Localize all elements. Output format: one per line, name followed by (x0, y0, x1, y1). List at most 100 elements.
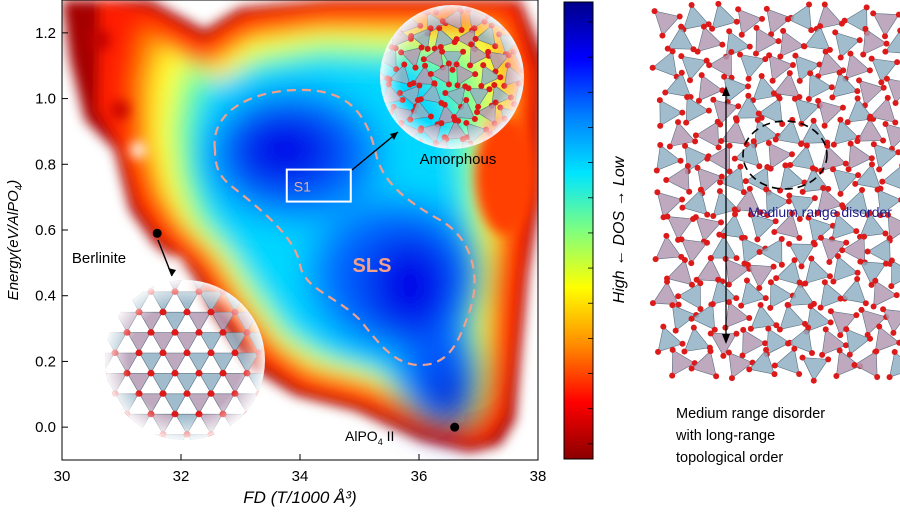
oxygen-atom (773, 322, 780, 329)
oxygen-atom (888, 283, 895, 290)
tetrahedron (652, 50, 678, 78)
tetrahedron (735, 95, 763, 119)
tetrahedron (656, 191, 683, 218)
oxygen-atom (830, 141, 837, 148)
tetrahedron (710, 279, 737, 306)
tetrahedron (696, 257, 723, 282)
tetrahedron (725, 301, 750, 329)
oxygen-atom (717, 219, 724, 226)
oxygen-atom (882, 260, 889, 267)
tetrahedron (745, 166, 770, 194)
tetrahedron (891, 259, 900, 287)
x-axis: 30 32 34 36 38 (54, 454, 547, 485)
oxygen-atom (704, 211, 711, 218)
oxygen-atom (663, 177, 670, 184)
oxygen-atom (738, 302, 745, 309)
oxygen-atom (679, 204, 686, 211)
oxygen-atom (747, 325, 754, 332)
oxygen-atom (853, 312, 860, 319)
oxygen-atom (707, 255, 714, 262)
oxygen-atom (811, 195, 818, 202)
sls-outline (213, 88, 476, 367)
oxygen-atom (719, 41, 726, 48)
tetrahedron (652, 281, 680, 306)
tetrahedron (854, 163, 881, 189)
oxygen-atom (870, 10, 877, 17)
tetrahedron (885, 123, 900, 150)
oxygen-atom (694, 164, 701, 171)
oxygen-atom (814, 210, 821, 217)
oxygen-atom (796, 235, 803, 242)
oxygen-atom (649, 64, 656, 71)
oxygen-atom (728, 49, 735, 56)
oxygen-atom (692, 138, 699, 145)
oxygen-atom (770, 90, 777, 97)
tetrahedron (832, 168, 859, 195)
oxygen-atom (745, 92, 752, 99)
y-tick-label: 1.0 (35, 91, 56, 108)
right-structure-image (649, 0, 900, 384)
oxygen-atom (676, 13, 683, 20)
point-alpo4-ii (450, 422, 460, 432)
oxygen-atom (820, 184, 827, 191)
tetrahedron (779, 30, 805, 57)
tetrahedron (739, 54, 766, 80)
oxygen-atom (720, 352, 727, 359)
tetrahedron (787, 3, 812, 31)
tetrahedron (750, 304, 777, 330)
tetrahedron (698, 74, 724, 102)
oxygen-atom (799, 188, 806, 195)
oxygen-atom (731, 155, 738, 162)
oxygen-atom (678, 23, 685, 30)
tetrahedron (839, 278, 867, 304)
oxygen-atom (796, 77, 803, 84)
oxygen-atom (860, 51, 867, 58)
tetrahedron (881, 166, 900, 189)
oxygen-atom (854, 95, 861, 102)
oxygen-atom (725, 349, 732, 356)
y-tick-label: 0.6 (35, 222, 56, 239)
x-tick-label: 38 (530, 468, 547, 485)
oxygen-atom (784, 301, 791, 308)
oxygen-atom (765, 140, 772, 147)
tetrahedron (859, 261, 887, 286)
tetrahedron (788, 243, 816, 268)
oxygen-atom (726, 142, 733, 149)
oxygen-atom (769, 77, 776, 84)
tetrahedron (775, 119, 802, 145)
oxygen-atom (890, 329, 897, 336)
oxygen-atom (750, 138, 757, 145)
oxygen-atom (895, 11, 900, 18)
oxygen-atom (821, 279, 828, 286)
tetrahedron (748, 349, 775, 375)
tetrahedron (856, 117, 884, 142)
oxygen-atom (771, 228, 778, 235)
tetrahedron (666, 259, 693, 286)
tetrahedron (794, 98, 821, 125)
oxygen-atom (874, 374, 881, 381)
long-range-arrowhead-bottom (722, 334, 730, 344)
oxygen-atom (740, 326, 747, 333)
oxygen-atom (791, 95, 798, 102)
oxygen-atom (844, 119, 851, 126)
oxygen-atom (839, 104, 846, 111)
oxygen-atom (688, 260, 695, 267)
colorbar-label: High ← DOS → Low (611, 155, 628, 303)
oxygen-atom (697, 280, 704, 287)
y-tick-label: 1.2 (35, 25, 56, 42)
oxygen-atom (737, 163, 744, 170)
oxygen-atom (697, 305, 704, 312)
oxygen-atom (877, 212, 884, 219)
oxygen-atom (753, 24, 760, 31)
oxygen-atom (830, 278, 837, 285)
oxygen-atom (678, 53, 685, 60)
oxygen-atom (731, 206, 738, 213)
tetrahedron (768, 54, 794, 82)
oxygen-atom (828, 84, 835, 91)
tetrahedron (755, 27, 780, 55)
oxygen-atom (807, 70, 814, 77)
oxygen-atom (733, 117, 740, 124)
x-tick-label: 32 (173, 468, 190, 485)
tetrahedron (725, 258, 750, 285)
oxygen-atom (829, 94, 836, 101)
